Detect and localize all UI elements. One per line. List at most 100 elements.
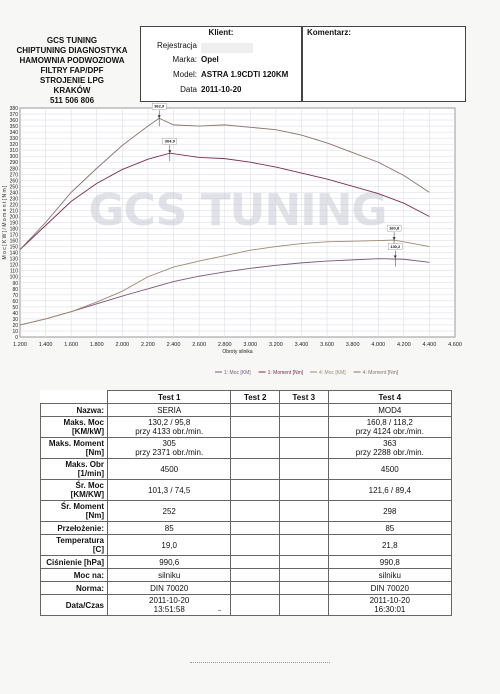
x-tick-label: 4.600 (448, 342, 462, 348)
annotation-box (162, 138, 177, 145)
company-line: STROJENIE LPG (39, 76, 104, 85)
test4-cell: 2011-10-20 16:30:01 (327, 594, 453, 616)
company-phone: 511 506 806 (49, 96, 95, 105)
company-line: GCS TUNING (46, 36, 98, 45)
y-tick-label: 90 (12, 281, 18, 287)
legend-label: 4: Moc [KM] (319, 370, 346, 376)
y-tick-label: 260 (10, 178, 19, 184)
y-tick-label: 80 (12, 287, 18, 293)
y-tick-label: 240 (10, 190, 19, 196)
x-tick-label: 1.400 (39, 342, 53, 348)
y-tick-label: 290 (10, 160, 19, 166)
test3-cell (278, 521, 329, 535)
watermark: GCS TUNING (88, 185, 386, 236)
test1-cell: 19,0 (106, 534, 232, 556)
legend-label: 4: Moment [Nm] (363, 370, 399, 376)
y-tick-label: 130 (10, 257, 19, 263)
x-tick-label: 2.200 (141, 342, 155, 348)
make-row: Marka: Opel (141, 55, 301, 69)
header-cell: Test 3 (278, 390, 329, 404)
table-row: Śr. Moc [KM/KW] 101,3 / 74,5 121,6 / 89,4 (40, 479, 453, 501)
test2-cell (230, 458, 280, 480)
table-row: Temperatura [C] 19,0 21,8 (40, 534, 453, 556)
test2-cell (230, 555, 280, 569)
test1-cell: silniku (106, 568, 232, 582)
test4-cell: silniku (327, 568, 453, 582)
annotation-label: 362,9 (154, 104, 165, 109)
annotation-arrow (392, 237, 396, 241)
y-tick-label: 50 (12, 305, 18, 311)
row-label: Temperatura [C] (40, 534, 108, 556)
row-label: Przełożenie: (40, 521, 108, 535)
annotation-box (386, 224, 402, 232)
test4-cell: 990,8 (327, 555, 453, 569)
row-label: Moc na: (40, 568, 108, 582)
test3-cell (278, 568, 329, 582)
y-tick-label: 270 (10, 172, 19, 178)
annotation-box (152, 103, 167, 110)
test1-cell: 130,2 / 95,8 przy 4133 obr./min. (106, 416, 232, 438)
y-tick-label: 310 (10, 148, 19, 154)
test2-cell (230, 534, 280, 556)
row-label: Maks. Moc [KM/kW] (40, 416, 108, 438)
model-value: ASTRA 1.9CDTI 120KM (201, 70, 289, 79)
row-label: Śr. Moment [Nm] (40, 500, 108, 522)
y-tick-label: 140 (10, 251, 19, 257)
y-tick-label: 160 (10, 239, 19, 245)
table-row: Maks. Moc [KM/kW] 130,2 / 95,8 przy 4133 o… (40, 416, 453, 438)
row-label: Data/Czas (40, 594, 108, 616)
annotation-arrow (168, 150, 172, 154)
test4-cell: 160,8 / 118,2 przy 4124 obr./min. (327, 416, 453, 438)
y-tick-label: 120 (10, 263, 19, 269)
x-tick-label: 4.000 (371, 342, 385, 348)
header-cell: Test 4 (327, 390, 453, 404)
x-tick-label: 3.800 (346, 342, 360, 348)
test2-cell (230, 479, 280, 501)
test2-cell (230, 521, 280, 535)
model-label: Model: (172, 70, 197, 79)
company-line: KRAKÓW (53, 86, 91, 95)
test3-cell (278, 500, 329, 522)
table-row: Nazwa: SERIA MOD4 (40, 403, 453, 417)
header-cell: Test 2 (230, 390, 280, 404)
y-tick-label: 330 (10, 136, 19, 142)
test3-cell (278, 534, 329, 556)
y-tick-label: 370 (10, 112, 19, 118)
test2-cell (230, 403, 280, 417)
annotation-label: 160,8 (389, 226, 400, 231)
row-label: Maks. Obr [1/min] (40, 458, 108, 480)
test4-cell: 21,8 (327, 534, 453, 556)
y-tick-label: 230 (10, 196, 19, 202)
y-tick-label: 340 (10, 130, 19, 136)
legend-label: 1: Moment [Nm] (268, 370, 304, 376)
comment-label: Komentarz: (307, 28, 352, 37)
date-label: Data (180, 85, 197, 94)
series-line (19, 117, 430, 250)
x-tick-label: 4.200 (397, 342, 411, 348)
test3-cell (278, 594, 329, 616)
dyno-chart-svg: 1.200 1.400 1.600 1.800 2.000 2.200 2.400 2.600… (2, 103, 462, 376)
y-tick-label: 280 (10, 166, 19, 172)
x-tick-label: 3.000 (243, 342, 257, 348)
header-cell (41, 391, 108, 404)
test4-cell: 85 (327, 521, 453, 535)
test2-cell (230, 437, 280, 459)
test3-cell (278, 437, 329, 459)
date-value: 2011-10-20 (201, 85, 242, 94)
test3-cell (278, 458, 329, 480)
bottom-dotted-line (190, 660, 330, 663)
test3-cell (278, 403, 329, 417)
y-tick-label: 10 (12, 329, 18, 335)
test1-cell: 252 (106, 500, 232, 522)
y-tick-label: 170 (10, 233, 19, 239)
date-row: Data 2011-10-20 (141, 85, 301, 99)
y-tick-label: 200 (10, 214, 19, 220)
test3-cell (278, 416, 329, 438)
results-table: Test 1 Test 2 Test 3 Test 4 Nazwa: SERIA M… (40, 390, 453, 616)
test4-cell: DIN 70020 (327, 581, 453, 595)
registration-redacted (201, 43, 253, 53)
scan-mark (218, 610, 221, 611)
registration-label: Rejestracja (156, 41, 197, 50)
y-tick-label: 350 (10, 124, 19, 130)
test1-cell: 4500 (106, 458, 232, 480)
